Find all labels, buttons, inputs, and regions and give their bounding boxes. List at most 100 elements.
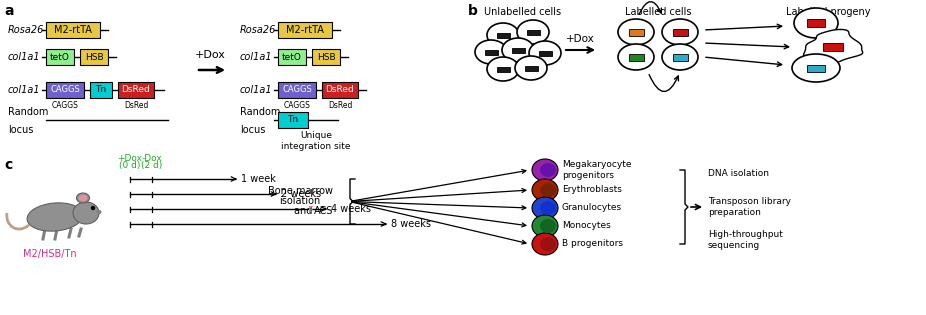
Text: Monocytes: Monocytes: [562, 221, 611, 231]
Text: col1a1: col1a1: [8, 52, 41, 62]
FancyBboxPatch shape: [322, 82, 358, 98]
Text: col1a1: col1a1: [8, 85, 41, 95]
Text: Bone marrow: Bone marrow: [268, 186, 332, 197]
FancyBboxPatch shape: [278, 49, 306, 65]
FancyBboxPatch shape: [807, 65, 825, 72]
Ellipse shape: [487, 23, 519, 47]
Text: DsRed: DsRed: [121, 85, 150, 94]
Ellipse shape: [532, 179, 558, 201]
Text: HSB: HSB: [317, 53, 335, 61]
Ellipse shape: [618, 44, 654, 70]
FancyBboxPatch shape: [80, 49, 108, 65]
Ellipse shape: [532, 215, 558, 237]
Text: Erythroblasts: Erythroblasts: [562, 186, 622, 194]
Text: Unique: Unique: [300, 131, 332, 140]
FancyBboxPatch shape: [496, 32, 509, 37]
FancyBboxPatch shape: [46, 22, 100, 38]
Text: Granulocytes: Granulocytes: [562, 203, 622, 213]
PathPatch shape: [804, 30, 863, 65]
Ellipse shape: [502, 38, 534, 62]
Text: Tn: Tn: [95, 85, 106, 94]
FancyBboxPatch shape: [46, 49, 74, 65]
Text: tetO: tetO: [50, 53, 70, 61]
Text: a: a: [4, 4, 14, 18]
Text: B progenitors: B progenitors: [562, 239, 623, 249]
Text: Tn: Tn: [287, 116, 298, 124]
FancyBboxPatch shape: [118, 82, 154, 98]
Text: DsRed: DsRed: [326, 85, 355, 94]
FancyBboxPatch shape: [496, 66, 509, 72]
Text: Random: Random: [240, 107, 281, 117]
FancyBboxPatch shape: [672, 28, 687, 36]
Text: locus: locus: [8, 125, 33, 135]
Text: Labelled progeny: Labelled progeny: [786, 7, 870, 17]
Ellipse shape: [540, 183, 556, 197]
Text: CAGGS: CAGGS: [283, 101, 310, 110]
Text: M2-rtTA: M2-rtTA: [286, 25, 324, 35]
Text: DsRed: DsRed: [124, 101, 148, 110]
Ellipse shape: [540, 237, 556, 251]
FancyBboxPatch shape: [524, 66, 537, 71]
Text: High-throughput
sequencing: High-throughput sequencing: [708, 230, 782, 250]
FancyBboxPatch shape: [527, 30, 540, 35]
Text: col1a1: col1a1: [240, 85, 272, 95]
Text: tetO: tetO: [282, 53, 302, 61]
Text: Labelled cells: Labelled cells: [625, 7, 691, 17]
FancyBboxPatch shape: [823, 43, 843, 51]
FancyBboxPatch shape: [46, 82, 84, 98]
Text: DNA isolation: DNA isolation: [708, 169, 769, 179]
Ellipse shape: [540, 163, 556, 177]
FancyBboxPatch shape: [539, 50, 552, 55]
Ellipse shape: [77, 193, 90, 203]
Text: (2 d): (2 d): [142, 161, 163, 170]
FancyBboxPatch shape: [278, 22, 332, 38]
FancyBboxPatch shape: [484, 49, 497, 54]
Text: Transposon library
preparation: Transposon library preparation: [708, 197, 791, 217]
Text: Rosa26: Rosa26: [240, 25, 276, 35]
Ellipse shape: [662, 19, 698, 45]
Text: CAGGS: CAGGS: [282, 85, 312, 94]
Ellipse shape: [794, 8, 838, 38]
Text: integration site: integration site: [282, 142, 351, 151]
Text: Random: Random: [8, 107, 48, 117]
Text: DsRed: DsRed: [328, 101, 352, 110]
FancyBboxPatch shape: [629, 54, 644, 60]
Ellipse shape: [792, 54, 840, 82]
Text: -Dox: -Dox: [142, 154, 162, 163]
Text: b: b: [468, 4, 478, 18]
Text: 4 weeks: 4 weeks: [331, 204, 371, 214]
Text: ACS: ACS: [314, 207, 333, 216]
Text: Rosa26: Rosa26: [8, 25, 44, 35]
Ellipse shape: [532, 159, 558, 181]
Text: 1 week: 1 week: [241, 174, 276, 184]
Text: M2-rtTA: M2-rtTA: [54, 25, 92, 35]
Text: and: and: [294, 207, 316, 216]
Ellipse shape: [79, 195, 87, 201]
Text: Megakaryocyte
progenitors: Megakaryocyte progenitors: [562, 160, 632, 180]
Text: c: c: [4, 158, 12, 172]
FancyBboxPatch shape: [807, 19, 825, 27]
Ellipse shape: [618, 19, 654, 45]
FancyBboxPatch shape: [312, 49, 340, 65]
Text: +Dox: +Dox: [194, 50, 225, 60]
Ellipse shape: [540, 219, 556, 233]
Text: 2 weeks: 2 weeks: [281, 189, 321, 199]
FancyBboxPatch shape: [672, 54, 687, 60]
FancyBboxPatch shape: [278, 82, 316, 98]
Ellipse shape: [532, 233, 558, 255]
Ellipse shape: [662, 44, 698, 70]
Ellipse shape: [540, 201, 556, 215]
Ellipse shape: [27, 203, 83, 231]
Text: 8 weeks: 8 weeks: [391, 219, 431, 229]
FancyBboxPatch shape: [90, 82, 112, 98]
Ellipse shape: [532, 197, 558, 219]
Text: CAGGS: CAGGS: [50, 85, 80, 94]
Text: locus: locus: [240, 125, 266, 135]
Ellipse shape: [96, 210, 102, 214]
Circle shape: [91, 206, 95, 210]
Ellipse shape: [475, 40, 507, 64]
Text: F: F: [308, 207, 314, 216]
Ellipse shape: [515, 56, 547, 80]
Text: HSB: HSB: [84, 53, 104, 61]
Text: isolation: isolation: [280, 197, 320, 207]
